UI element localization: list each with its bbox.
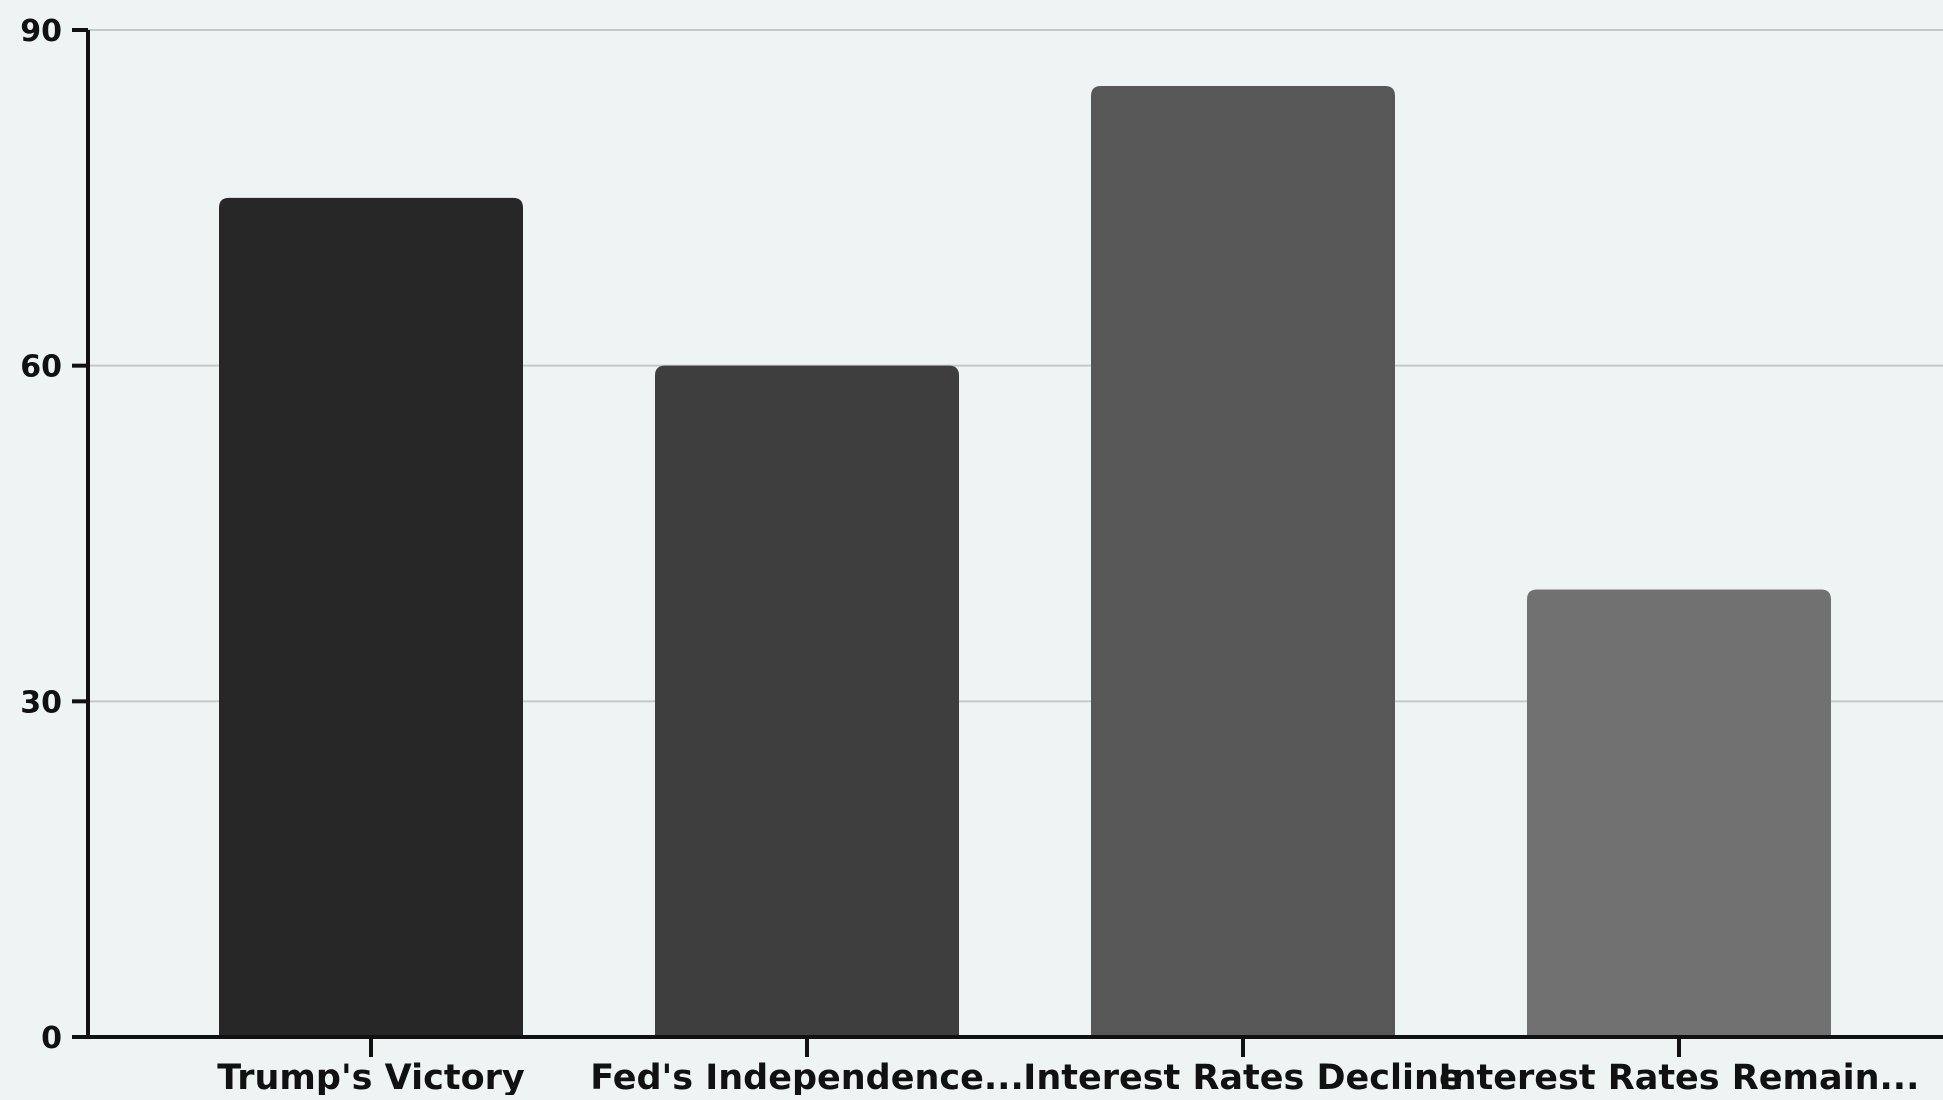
y-tick-label: 90 (20, 14, 62, 49)
bar-3 (1091, 85, 1395, 1037)
y-tick-label: 0 (41, 1021, 62, 1056)
x-tick-label: Fed's Independence... (590, 1058, 1024, 1095)
x-tick-label: Interest Rates Remain... (1439, 1058, 1920, 1095)
y-tick-label: 30 (20, 685, 62, 720)
bar-4 (1527, 589, 1831, 1037)
y-tick-label: 60 (20, 350, 62, 385)
x-tick-label: Trump's Victory (217, 1058, 525, 1095)
bar-2 (655, 365, 959, 1038)
tick-labels: 0 30 60 90 Trump's Victory Fed's Independence… (20, 14, 1920, 1098)
bars (219, 85, 1831, 1038)
x-tick-label: Interest Rates Decline (1023, 1058, 1462, 1095)
bar-1 (219, 197, 523, 1038)
axes (72, 28, 1943, 1057)
